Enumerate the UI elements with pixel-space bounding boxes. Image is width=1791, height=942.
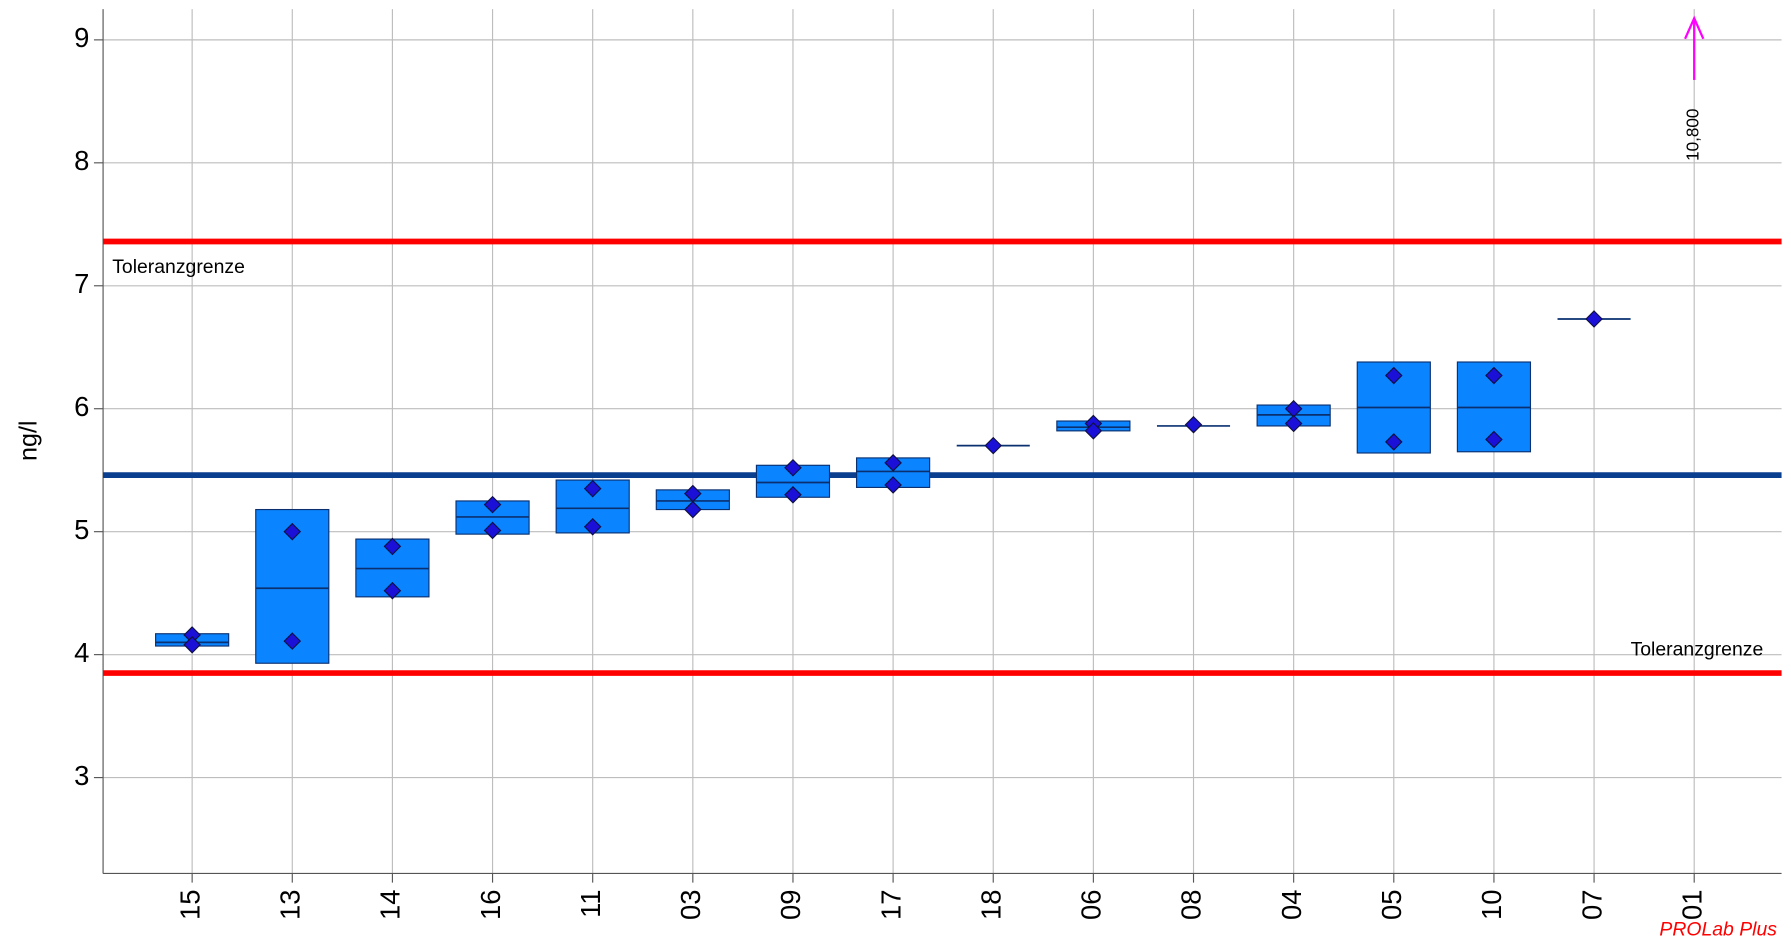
data-point	[1485, 430, 1503, 449]
data-point	[784, 485, 802, 504]
data-point	[383, 581, 402, 600]
data-point	[1585, 310, 1603, 328]
data-point	[1485, 366, 1503, 385]
data-point	[884, 454, 902, 472]
data-point	[1384, 433, 1403, 451]
data-point	[1284, 414, 1303, 433]
data-point	[984, 436, 1003, 455]
data-point	[183, 635, 201, 654]
y-tick-label: 5	[74, 514, 89, 545]
x-tick-label: 13	[275, 889, 306, 919]
x-tick-label: 08	[1176, 889, 1207, 919]
off-scale-arrowhead	[1684, 15, 1705, 40]
data-point	[283, 632, 302, 650]
data-point	[1084, 422, 1103, 440]
data-point	[483, 521, 502, 540]
x-tick-label: 10	[1476, 889, 1507, 919]
y-tick-label: 7	[74, 268, 89, 299]
x-tick-label: 14	[375, 889, 406, 919]
y-axis-label: ng/l	[15, 420, 43, 460]
x-tick-label: 18	[975, 889, 1006, 919]
x-tick-label: 15	[174, 889, 205, 919]
x-tick-label: 05	[1376, 889, 1407, 919]
off-scale-label: 10,800	[1684, 109, 1703, 161]
data-point	[583, 479, 602, 498]
y-tick-label: 3	[74, 760, 89, 791]
y-tick-label: 4	[74, 637, 89, 668]
data-point	[483, 495, 502, 514]
x-tick-label: 16	[475, 889, 506, 919]
watermark: PROLab Plus	[1659, 919, 1777, 941]
reference-label: Toleranzgrenze	[1631, 638, 1764, 660]
x-tick-label: 17	[875, 889, 906, 919]
data-point	[383, 537, 402, 556]
data-point	[1184, 415, 1203, 434]
reference-label: Toleranzgrenze	[112, 256, 245, 278]
x-tick-label: 03	[675, 889, 706, 919]
y-tick-label: 6	[74, 391, 89, 422]
x-tick-label: 06	[1076, 889, 1107, 919]
data-point	[283, 522, 302, 541]
x-tick-label: 07	[1576, 889, 1607, 919]
data-point	[684, 500, 702, 519]
data-point	[1384, 366, 1403, 385]
x-tick-label: 09	[775, 889, 806, 919]
data-point	[583, 517, 602, 536]
x-tick-label: 04	[1276, 889, 1307, 919]
data-point	[784, 458, 802, 477]
x-tick-label: 11	[575, 889, 606, 917]
x-tick-label: 01	[1676, 889, 1707, 919]
y-tick-label: 8	[74, 145, 89, 176]
y-tick-label: 9	[74, 22, 89, 53]
data-point	[884, 476, 902, 494]
